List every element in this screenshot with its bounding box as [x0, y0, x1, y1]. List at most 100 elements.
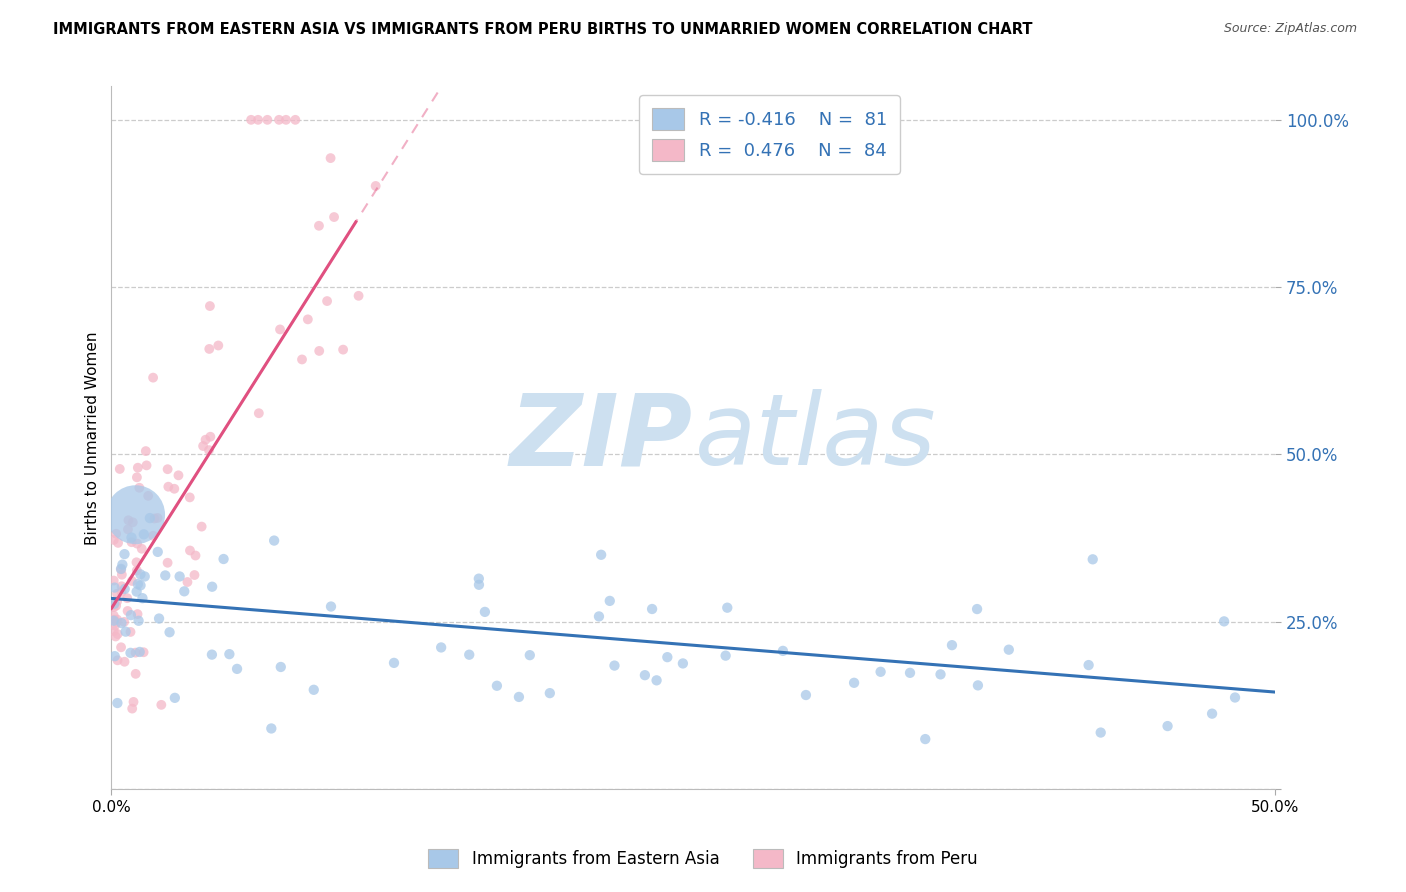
Point	[150, 698, 173, 712]
Point	[139, 511, 162, 525]
Point	[269, 322, 291, 336]
Point	[117, 522, 139, 536]
Point	[588, 609, 610, 624]
Point	[997, 642, 1019, 657]
Legend: Immigrants from Eastern Asia, Immigrants from Peru: Immigrants from Eastern Asia, Immigrants…	[422, 842, 984, 875]
Point	[120, 646, 142, 660]
Point	[124, 666, 146, 681]
Point	[1223, 690, 1246, 705]
Point	[103, 600, 125, 615]
Point	[316, 294, 339, 309]
Text: Source: ZipAtlas.com: Source: ZipAtlas.com	[1223, 22, 1357, 36]
Point	[297, 312, 319, 326]
Point	[458, 648, 481, 662]
Point	[599, 594, 621, 608]
Point	[914, 732, 936, 747]
Point	[128, 614, 150, 628]
Point	[603, 658, 626, 673]
Point	[103, 597, 125, 611]
Point	[131, 541, 153, 556]
Point	[114, 655, 136, 669]
Point	[127, 536, 149, 550]
Point	[1201, 706, 1223, 721]
Point	[110, 615, 132, 630]
Point	[183, 568, 205, 582]
Point	[842, 675, 865, 690]
Point	[198, 299, 221, 313]
Point	[103, 624, 125, 638]
Point	[125, 564, 148, 578]
Point	[270, 660, 292, 674]
Point	[157, 480, 180, 494]
Point	[115, 591, 138, 606]
Point	[716, 600, 738, 615]
Point	[132, 527, 155, 541]
Point	[332, 343, 354, 357]
Point	[212, 552, 235, 566]
Point	[121, 535, 143, 549]
Point	[128, 481, 150, 495]
Point	[291, 352, 314, 367]
Point	[110, 579, 132, 593]
Point	[179, 543, 201, 558]
Point	[110, 562, 132, 576]
Point	[247, 406, 270, 420]
Point	[967, 678, 990, 692]
Point	[538, 686, 561, 700]
Point	[156, 556, 179, 570]
Point	[176, 574, 198, 589]
Point	[929, 667, 952, 681]
Point	[105, 612, 128, 626]
Point	[143, 511, 166, 525]
Point	[129, 578, 152, 592]
Point	[125, 470, 148, 484]
Point	[128, 645, 150, 659]
Point	[323, 210, 346, 224]
Point	[104, 649, 127, 664]
Point	[267, 112, 290, 127]
Point	[1213, 615, 1236, 629]
Point	[105, 587, 128, 601]
Point	[146, 545, 169, 559]
Point	[869, 665, 891, 679]
Point	[198, 443, 221, 458]
Point	[191, 439, 214, 453]
Point	[240, 112, 263, 127]
Point	[474, 605, 496, 619]
Point	[135, 444, 157, 458]
Point	[117, 513, 139, 527]
Point	[110, 562, 132, 576]
Point	[132, 645, 155, 659]
Point	[104, 618, 127, 632]
Point	[508, 690, 530, 704]
Point	[308, 219, 330, 233]
Point	[105, 594, 128, 608]
Point	[657, 650, 679, 665]
Point	[127, 460, 149, 475]
Point	[121, 574, 143, 588]
Y-axis label: Births to Unmarried Women: Births to Unmarried Women	[86, 331, 100, 544]
Point	[941, 638, 963, 652]
Point	[201, 580, 224, 594]
Point	[107, 536, 129, 550]
Point	[142, 370, 165, 384]
Text: IMMIGRANTS FROM EASTERN ASIA VS IMMIGRANTS FROM PERU BIRTHS TO UNMARRIED WOMEN C: IMMIGRANTS FROM EASTERN ASIA VS IMMIGRAN…	[53, 22, 1033, 37]
Point	[591, 548, 613, 562]
Point	[117, 604, 139, 618]
Legend: R = -0.416    N =  81, R =  0.476    N =  84: R = -0.416 N = 81, R = 0.476 N = 84	[640, 95, 900, 174]
Point	[105, 526, 128, 541]
Point	[256, 112, 278, 127]
Text: atlas: atlas	[695, 389, 936, 486]
Point	[260, 722, 283, 736]
Point	[124, 646, 146, 660]
Point	[319, 151, 342, 165]
Point	[198, 342, 221, 356]
Point	[274, 112, 297, 127]
Point	[263, 533, 285, 548]
Point	[468, 578, 491, 592]
Point	[142, 529, 165, 543]
Point	[207, 338, 229, 352]
Point	[173, 584, 195, 599]
Point	[169, 569, 191, 583]
Point	[641, 602, 664, 616]
